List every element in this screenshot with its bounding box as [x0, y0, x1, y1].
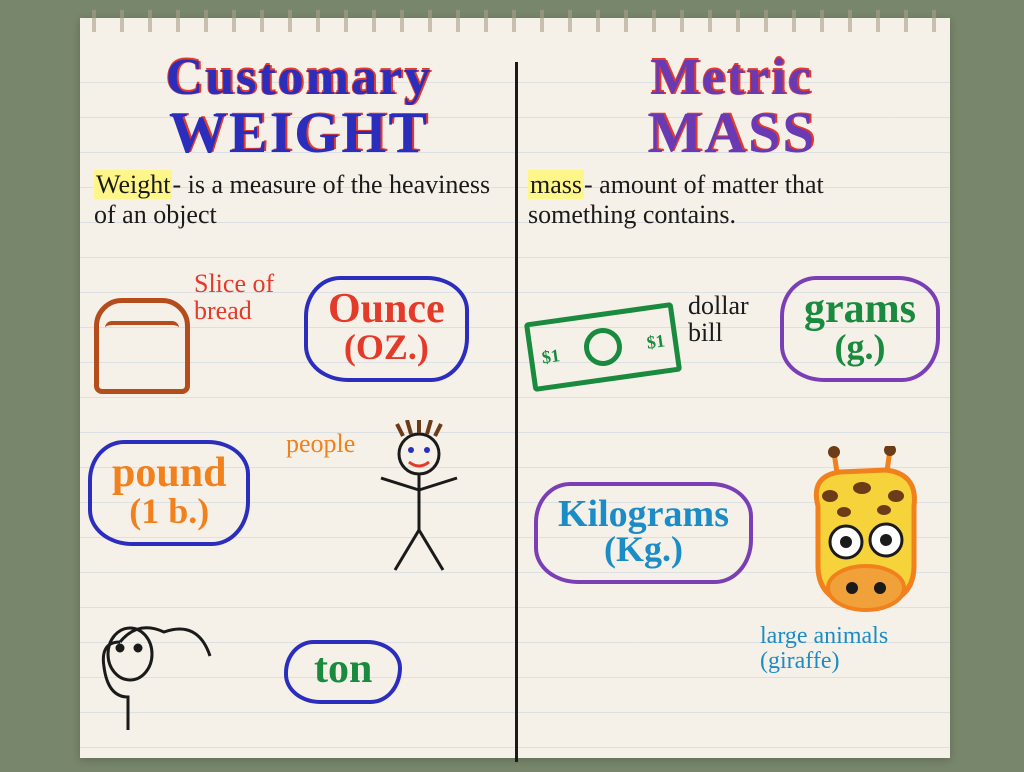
right-title-line2: MASS: [528, 104, 936, 162]
giraffe-icon: [790, 446, 940, 616]
bread-icon: [94, 298, 190, 394]
right-ex-1-label: large animals (giraffe): [760, 624, 940, 674]
left-unit-0-l1: Ounce: [328, 290, 445, 330]
left-unit-2-cloud: ton: [284, 640, 402, 704]
right-ex-0-label: dollar bill: [688, 292, 778, 347]
right-unit-1-l1: Kilograms: [558, 496, 729, 532]
right-unit-1-l2: (Kg.): [558, 532, 729, 566]
left-title-line2: WEIGHT: [94, 104, 504, 162]
right-unit-0-l2: (g.): [804, 330, 916, 364]
right-def-term: mass: [528, 170, 584, 199]
left-unit-1-cloud: pound (1 b.): [88, 440, 250, 546]
left-title-line1: Customary: [94, 52, 504, 104]
poster-content: Customary WEIGHT Weight- is a measure of…: [80, 18, 950, 758]
left-ex-1-label: people: [286, 430, 355, 457]
left-column: Customary WEIGHT Weight- is a measure of…: [94, 52, 504, 772]
left-definition: Weight- is a measure of the heaviness of…: [94, 170, 504, 230]
anchor-chart-paper: Customary WEIGHT Weight- is a measure of…: [80, 18, 950, 758]
left-unit-0-cloud: Ounce (OZ.): [304, 276, 469, 382]
right-definition: mass- amount of matter that something co…: [528, 170, 936, 230]
right-unit-0-l1: grams: [804, 290, 916, 330]
right-unit-0-cloud: grams (g.): [780, 276, 940, 382]
left-def-term: Weight: [94, 170, 172, 199]
dollar-bill-icon: $1$1: [524, 302, 682, 392]
left-unit-1-l1: pound: [112, 454, 226, 494]
elephant-icon: [90, 612, 230, 732]
person-icon: [359, 420, 479, 580]
right-column: Metric MASS mass- amount of matter that …: [528, 52, 936, 772]
left-ex-0-label: Slice of bread: [194, 270, 314, 325]
left-title: Customary WEIGHT: [94, 52, 504, 162]
left-unit-2-l1: ton: [314, 650, 372, 690]
right-unit-1-cloud: Kilograms (Kg.): [534, 482, 753, 584]
left-unit-1-l2: (1 b.): [112, 494, 226, 528]
right-title-line1: Metric: [528, 52, 936, 104]
right-title: Metric MASS: [528, 52, 936, 162]
left-unit-0-l2: (OZ.): [328, 330, 445, 364]
